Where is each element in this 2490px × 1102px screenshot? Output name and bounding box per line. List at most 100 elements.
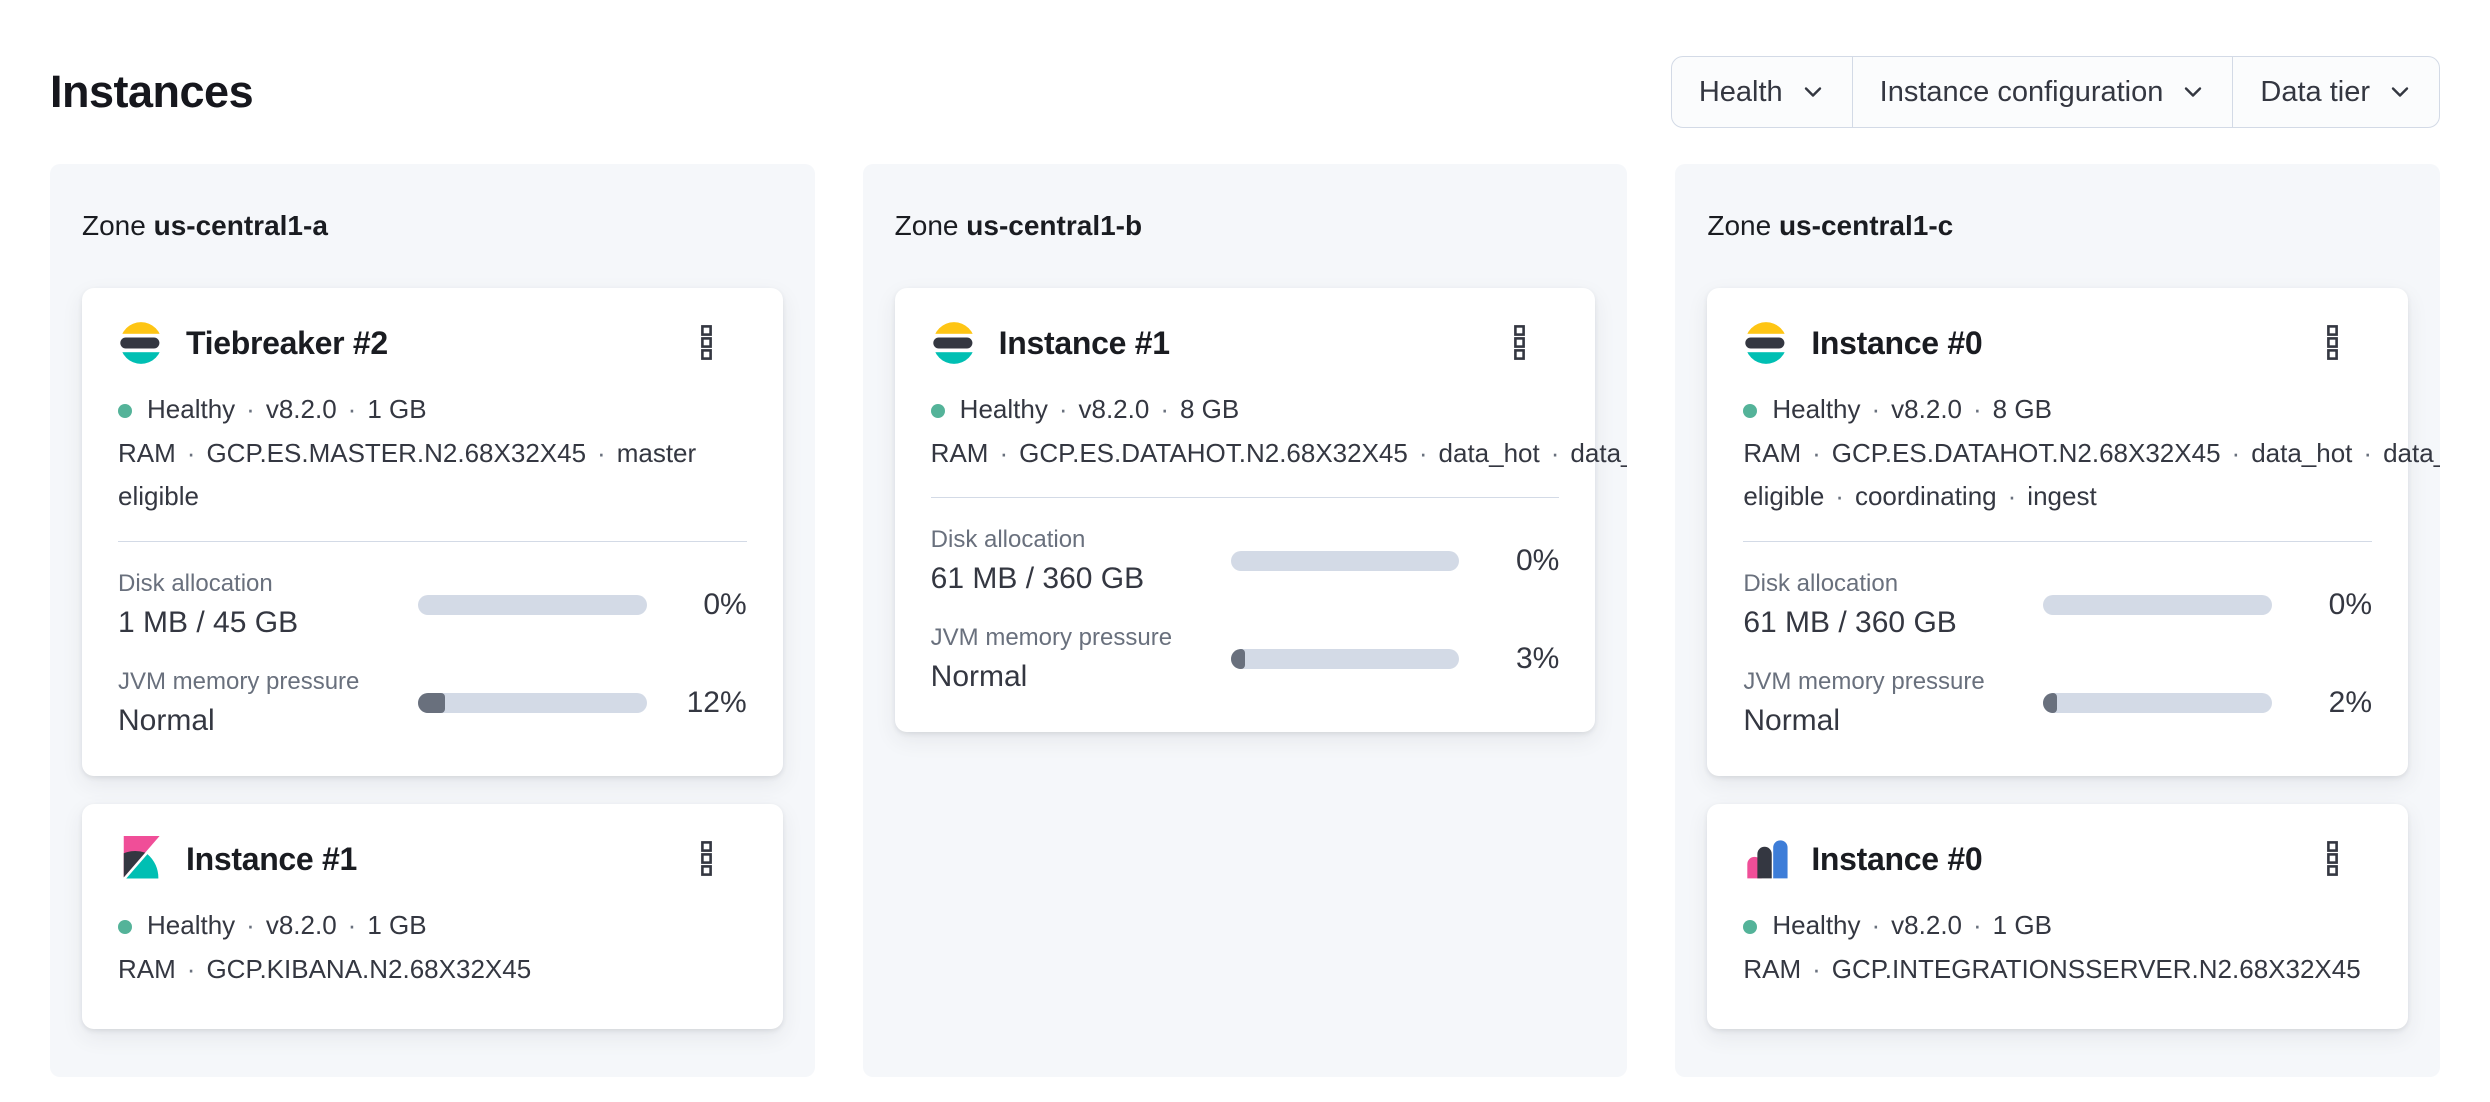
card-divider [930, 497, 1560, 499]
jvm-memory-pressure-bar [1230, 649, 1460, 670]
disk-allocation-bar [418, 595, 647, 616]
elasticsearch-logo-icon [932, 322, 975, 364]
metric-percent: 2% [2328, 686, 2373, 720]
zone-title: Zone us-central1-c [1707, 210, 2408, 242]
instance-card: Instance #0 Healthy · v8.2.0 · 8 GB RAM · GCP.E… [1707, 288, 2440, 777]
instance-card-header: Instance #1 [118, 836, 747, 882]
card-divider [118, 541, 747, 543]
filter-label: Instance configuration [1879, 75, 2164, 108]
health-status-dot-icon [1743, 404, 1758, 418]
meta-separator: · [246, 394, 255, 424]
instance-card: Instance #1 Healthy · v8.2.0 · 1 GB RAM · GCP.K… [82, 804, 783, 1030]
meta-separator: · [2363, 437, 2373, 468]
kibana-logo-icon [123, 836, 160, 879]
top-bar: Instances Health Instance configuration Da… [0, 0, 2490, 128]
health-status-text: Healthy [1772, 394, 1861, 424]
instance-title: Tiebreaker #2 [186, 324, 388, 361]
metric-value: Normal [118, 704, 215, 738]
jvm-memory-pressure-bar [418, 693, 647, 714]
elasticsearch-logo-icon [120, 322, 162, 364]
meta-token: GCP.KIBANA.N2.68X32X45 [206, 953, 532, 984]
zone-name: us-central1-c [1778, 210, 1954, 241]
card-divider [1743, 541, 2373, 543]
meta-token: coordinating [1854, 481, 1997, 512]
instance-menu-button[interactable] [687, 321, 727, 365]
meta-separator: · [1812, 437, 1821, 468]
meta-separator: · [186, 953, 196, 984]
meta-token: v8.2.0 [265, 910, 337, 941]
filter-instance-configuration-button[interactable]: Instance configuration [1851, 57, 2233, 127]
metric-percent: 0% [703, 588, 747, 622]
meta-separator: · [1973, 394, 1982, 424]
zone-title: Zone us-central1-b [895, 210, 1596, 242]
instance-menu-button[interactable] [2312, 837, 2352, 881]
meta-token: 1 GB RAM [118, 910, 427, 984]
instance-title: Instance #0 [1811, 324, 1983, 361]
meta-token: v8.2.0 [1891, 394, 1962, 424]
zone-label: Zone [1707, 210, 1772, 241]
filter-label: Health [1698, 75, 1783, 108]
meta-separator: · [246, 910, 255, 941]
filter-health-button[interactable]: Health [1672, 57, 1852, 127]
page-title: Instances [50, 66, 254, 117]
metric-bar-fill [2043, 693, 2058, 714]
metric-bar-fill [1230, 649, 1245, 670]
instance-title: Instance #0 [1811, 840, 1983, 877]
zone-panel-us-central1-a: Zone us-central1-a Tiebreaker #2 Healthy · v… [50, 164, 815, 1077]
metric-info: JVM memory pressure Normal [118, 668, 418, 738]
metric-label: JVM memory pressure [118, 668, 360, 696]
meta-separator: · [1058, 394, 1068, 424]
meta-separator: · [1812, 953, 1821, 984]
health-status-dot-icon [118, 920, 132, 935]
metric-value: 61 MB / 360 GB [930, 562, 1145, 596]
filter-bar: Health Instance configuration Data tier [1670, 56, 2440, 128]
metric-percent: 12% [686, 686, 747, 720]
meta-token: data_content [1570, 437, 1627, 468]
instance-menu-button[interactable] [1499, 321, 1539, 365]
meta-token: 8 GB RAM [930, 394, 1240, 468]
meta-separator: · [186, 437, 196, 468]
zones-row: Zone us-central1-a Tiebreaker #2 Healthy · v… [50, 164, 2441, 1077]
health-status-text: Healthy [147, 394, 236, 424]
meta-token: master eligible [1743, 481, 1825, 512]
meta-separator: · [597, 437, 606, 468]
meta-separator: · [1973, 910, 1982, 941]
filter-data-tier-button[interactable]: Data tier [2232, 57, 2439, 127]
filter-label: Data tier [2260, 75, 2370, 108]
instance-menu-button[interactable] [2312, 321, 2352, 365]
metric-value: 61 MB / 360 GB [1743, 606, 1957, 640]
chevron-down-icon [2185, 87, 2202, 97]
elasticsearch-logo-icon [1745, 322, 1788, 364]
instance-meta: Healthy · v8.2.0 · 1 GB RAM · GCP.INTEGRATIONS… [1743, 904, 2372, 991]
meta-token: data_hot [2251, 437, 2353, 468]
metric-info: Disk allocation 61 MB / 360 GB [931, 526, 1231, 596]
meta-token: GCP.ES.MASTER.N2.68X32X45 [206, 437, 587, 468]
instance-card-header: Instance #0 [1743, 320, 2372, 366]
meta-token: GCP.ES.DATAHOT.N2.68X32X45 [1831, 437, 2221, 468]
metric-label: JVM memory pressure [930, 624, 1173, 652]
metric-label: Disk allocation [1743, 570, 1899, 598]
boxes-vertical-icon [1513, 325, 1525, 360]
zone-cards: Instance #1 Healthy · v8.2.0 · 8 GB RAM · GCP.E… [894, 288, 1627, 733]
zone-label: Zone [894, 210, 959, 241]
metric-percent: 0% [1515, 544, 1560, 578]
boxes-vertical-icon [2326, 325, 2338, 360]
meta-separator: · [1835, 481, 1844, 512]
boxes-vertical-icon [2326, 841, 2338, 876]
instance-meta: Healthy · v8.2.0 · 8 GB RAM · GCP.ES.DATAHOT.N… [930, 388, 1627, 475]
meta-separator: · [1871, 910, 1881, 941]
instance-title: Instance #1 [186, 840, 358, 877]
disk-allocation-bar [1230, 551, 1460, 572]
instance-card: Tiebreaker #2 Healthy · v8.2.0 · 1 GB RAM · GCP… [82, 288, 783, 777]
instance-menu-button[interactable] [687, 837, 727, 881]
meta-token: ingest [2027, 481, 2097, 512]
metric-label: Disk allocation [930, 526, 1086, 554]
health-status-text: Healthy [959, 394, 1048, 424]
meta-token: v8.2.0 [1078, 394, 1150, 424]
chevron-down-icon [1804, 87, 1821, 97]
meta-separator: · [1418, 437, 1428, 468]
metric-value: Normal [930, 660, 1028, 694]
instance-meta: Healthy · v8.2.0 · 1 GB RAM · GCP.KIBANA.N2.68… [118, 904, 747, 991]
metric-percent: 3% [1515, 642, 1560, 676]
jvm-memory-pressure-bar [2043, 693, 2273, 714]
